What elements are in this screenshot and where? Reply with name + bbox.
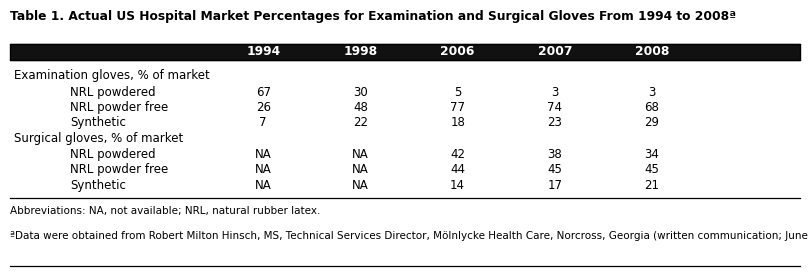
- Text: 38: 38: [548, 148, 562, 161]
- Text: NA: NA: [352, 163, 369, 176]
- Text: 48: 48: [353, 101, 368, 114]
- Text: 1994: 1994: [246, 45, 280, 58]
- Text: NA: NA: [255, 163, 271, 176]
- Text: NRL powder free: NRL powder free: [70, 101, 168, 114]
- Text: Abbreviations: NA, not available; NRL, natural rubber latex.: Abbreviations: NA, not available; NRL, n…: [10, 206, 320, 216]
- Text: NRL powder free: NRL powder free: [70, 163, 168, 176]
- Text: 74: 74: [548, 101, 562, 114]
- Text: 42: 42: [450, 148, 465, 161]
- FancyBboxPatch shape: [10, 44, 800, 60]
- Text: 26: 26: [256, 101, 271, 114]
- Text: Examination gloves, % of market: Examination gloves, % of market: [14, 69, 210, 82]
- Text: Synthetic: Synthetic: [70, 179, 126, 192]
- Text: 14: 14: [450, 179, 465, 192]
- Text: NA: NA: [352, 179, 369, 192]
- Text: 7: 7: [259, 116, 267, 129]
- Text: NRL powdered: NRL powdered: [70, 148, 156, 161]
- Text: 29: 29: [645, 116, 659, 129]
- Text: 23: 23: [548, 116, 562, 129]
- Text: 68: 68: [645, 101, 659, 114]
- Text: 17: 17: [548, 179, 562, 192]
- Text: 45: 45: [548, 163, 562, 176]
- Text: NA: NA: [255, 148, 271, 161]
- Text: 44: 44: [450, 163, 465, 176]
- Text: 30: 30: [353, 86, 368, 99]
- Text: 22: 22: [353, 116, 368, 129]
- Text: 18: 18: [450, 116, 465, 129]
- Text: Synthetic: Synthetic: [70, 116, 126, 129]
- Text: Table 1. Actual US Hospital Market Percentages for Examination and Surgical Glov: Table 1. Actual US Hospital Market Perce…: [10, 10, 735, 23]
- Text: 5: 5: [454, 86, 462, 99]
- Text: 21: 21: [645, 179, 659, 192]
- Text: 77: 77: [450, 101, 465, 114]
- Text: 2008: 2008: [635, 45, 669, 58]
- Text: NRL powdered: NRL powdered: [70, 86, 156, 99]
- Text: 2006: 2006: [441, 45, 475, 58]
- Text: 67: 67: [256, 86, 271, 99]
- Text: 3: 3: [551, 86, 559, 99]
- Text: 3: 3: [648, 86, 656, 99]
- Text: NA: NA: [352, 148, 369, 161]
- Text: 2007: 2007: [538, 45, 572, 58]
- Text: Surgical gloves, % of market: Surgical gloves, % of market: [14, 132, 183, 145]
- Text: 1998: 1998: [343, 45, 377, 58]
- Text: NA: NA: [255, 179, 271, 192]
- Text: 45: 45: [645, 163, 659, 176]
- Text: ªData were obtained from Robert Milton Hinsch, MS, Technical Services Director, : ªData were obtained from Robert Milton H…: [10, 231, 810, 241]
- Text: 34: 34: [645, 148, 659, 161]
